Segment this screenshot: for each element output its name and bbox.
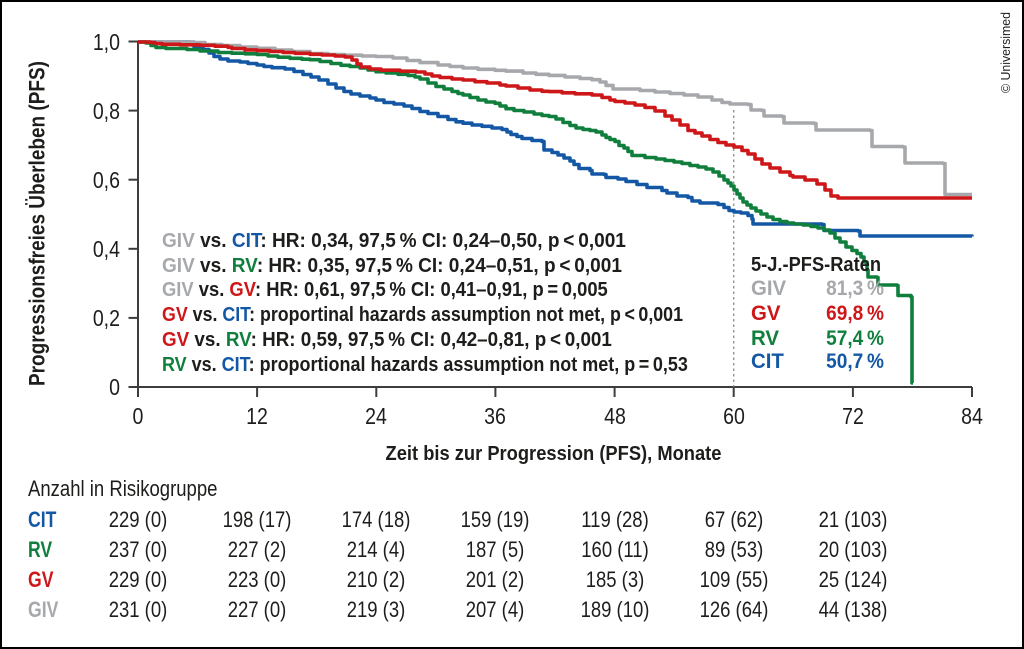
svg-text:© Universimed: © Universimed <box>998 12 1013 93</box>
svg-text:Progressionsfreies Überleben (: Progressionsfreies Überleben (PFS) <box>25 61 50 386</box>
